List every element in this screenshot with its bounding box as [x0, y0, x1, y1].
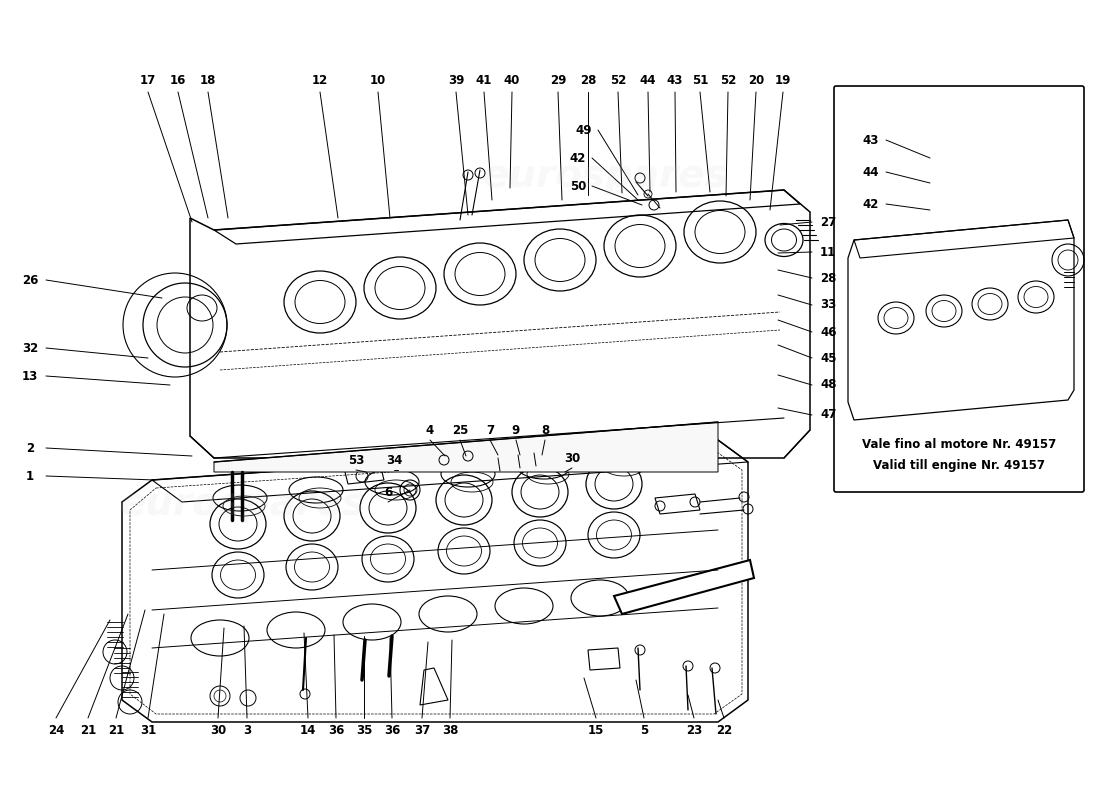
Text: 45: 45 [820, 351, 836, 365]
Polygon shape [214, 422, 718, 472]
Text: 40: 40 [504, 74, 520, 86]
Text: 12: 12 [312, 74, 328, 86]
Text: 25: 25 [452, 423, 469, 437]
Text: 22: 22 [716, 723, 733, 737]
Text: 30: 30 [210, 723, 227, 737]
Text: Valid till engine Nr. 49157: Valid till engine Nr. 49157 [873, 458, 1045, 471]
Text: 35: 35 [355, 723, 372, 737]
Text: 52: 52 [609, 74, 626, 86]
Text: 14: 14 [300, 723, 316, 737]
Text: 28: 28 [580, 74, 596, 86]
Text: 44: 44 [640, 74, 657, 86]
Text: 8: 8 [541, 423, 549, 437]
Text: 21: 21 [108, 723, 124, 737]
Text: 7: 7 [486, 423, 494, 437]
Text: eurospares: eurospares [482, 157, 728, 195]
Text: 20: 20 [748, 74, 764, 86]
Text: 48: 48 [820, 378, 836, 391]
Text: 32: 32 [22, 342, 38, 354]
Polygon shape [614, 560, 754, 614]
Text: 42: 42 [570, 151, 586, 165]
Text: 29: 29 [550, 74, 566, 86]
Text: 43: 43 [667, 74, 683, 86]
Text: 38: 38 [442, 723, 459, 737]
Text: 30: 30 [564, 451, 580, 465]
Text: 16: 16 [169, 74, 186, 86]
Text: 49: 49 [575, 123, 592, 137]
Text: 4: 4 [426, 423, 434, 437]
Text: 37: 37 [414, 723, 430, 737]
Text: 24: 24 [47, 723, 64, 737]
Text: 39: 39 [448, 74, 464, 86]
Text: 51: 51 [692, 74, 708, 86]
Text: 21: 21 [80, 723, 96, 737]
Text: 9: 9 [512, 423, 520, 437]
Text: 27: 27 [820, 215, 836, 229]
Text: 46: 46 [820, 326, 836, 338]
Text: 43: 43 [862, 134, 879, 146]
Text: 34: 34 [386, 454, 403, 466]
Text: 52: 52 [719, 74, 736, 86]
Text: 41: 41 [476, 74, 492, 86]
Text: 36: 36 [328, 723, 344, 737]
Text: 11: 11 [820, 246, 836, 258]
Text: 42: 42 [862, 198, 879, 210]
Text: 13: 13 [22, 370, 38, 382]
Text: 33: 33 [820, 298, 836, 311]
Text: eurospares: eurospares [119, 485, 365, 523]
Text: 3: 3 [243, 723, 251, 737]
Text: 23: 23 [686, 723, 702, 737]
Text: 31: 31 [140, 723, 156, 737]
Text: Vale fino al motore Nr. 49157: Vale fino al motore Nr. 49157 [862, 438, 1056, 451]
Text: 1: 1 [26, 470, 34, 482]
Text: 6: 6 [384, 486, 392, 498]
Text: 26: 26 [22, 274, 38, 286]
Text: 50: 50 [570, 179, 586, 193]
Text: 47: 47 [820, 409, 836, 422]
Text: 2: 2 [26, 442, 34, 454]
Text: 5: 5 [640, 723, 648, 737]
Text: 19: 19 [774, 74, 791, 86]
Text: 36: 36 [384, 723, 400, 737]
Text: 18: 18 [200, 74, 217, 86]
Text: 53: 53 [348, 454, 364, 466]
Text: 28: 28 [820, 271, 836, 285]
Text: 10: 10 [370, 74, 386, 86]
FancyBboxPatch shape [834, 86, 1084, 492]
Text: 44: 44 [862, 166, 879, 178]
Text: 15: 15 [587, 723, 604, 737]
Text: 17: 17 [140, 74, 156, 86]
